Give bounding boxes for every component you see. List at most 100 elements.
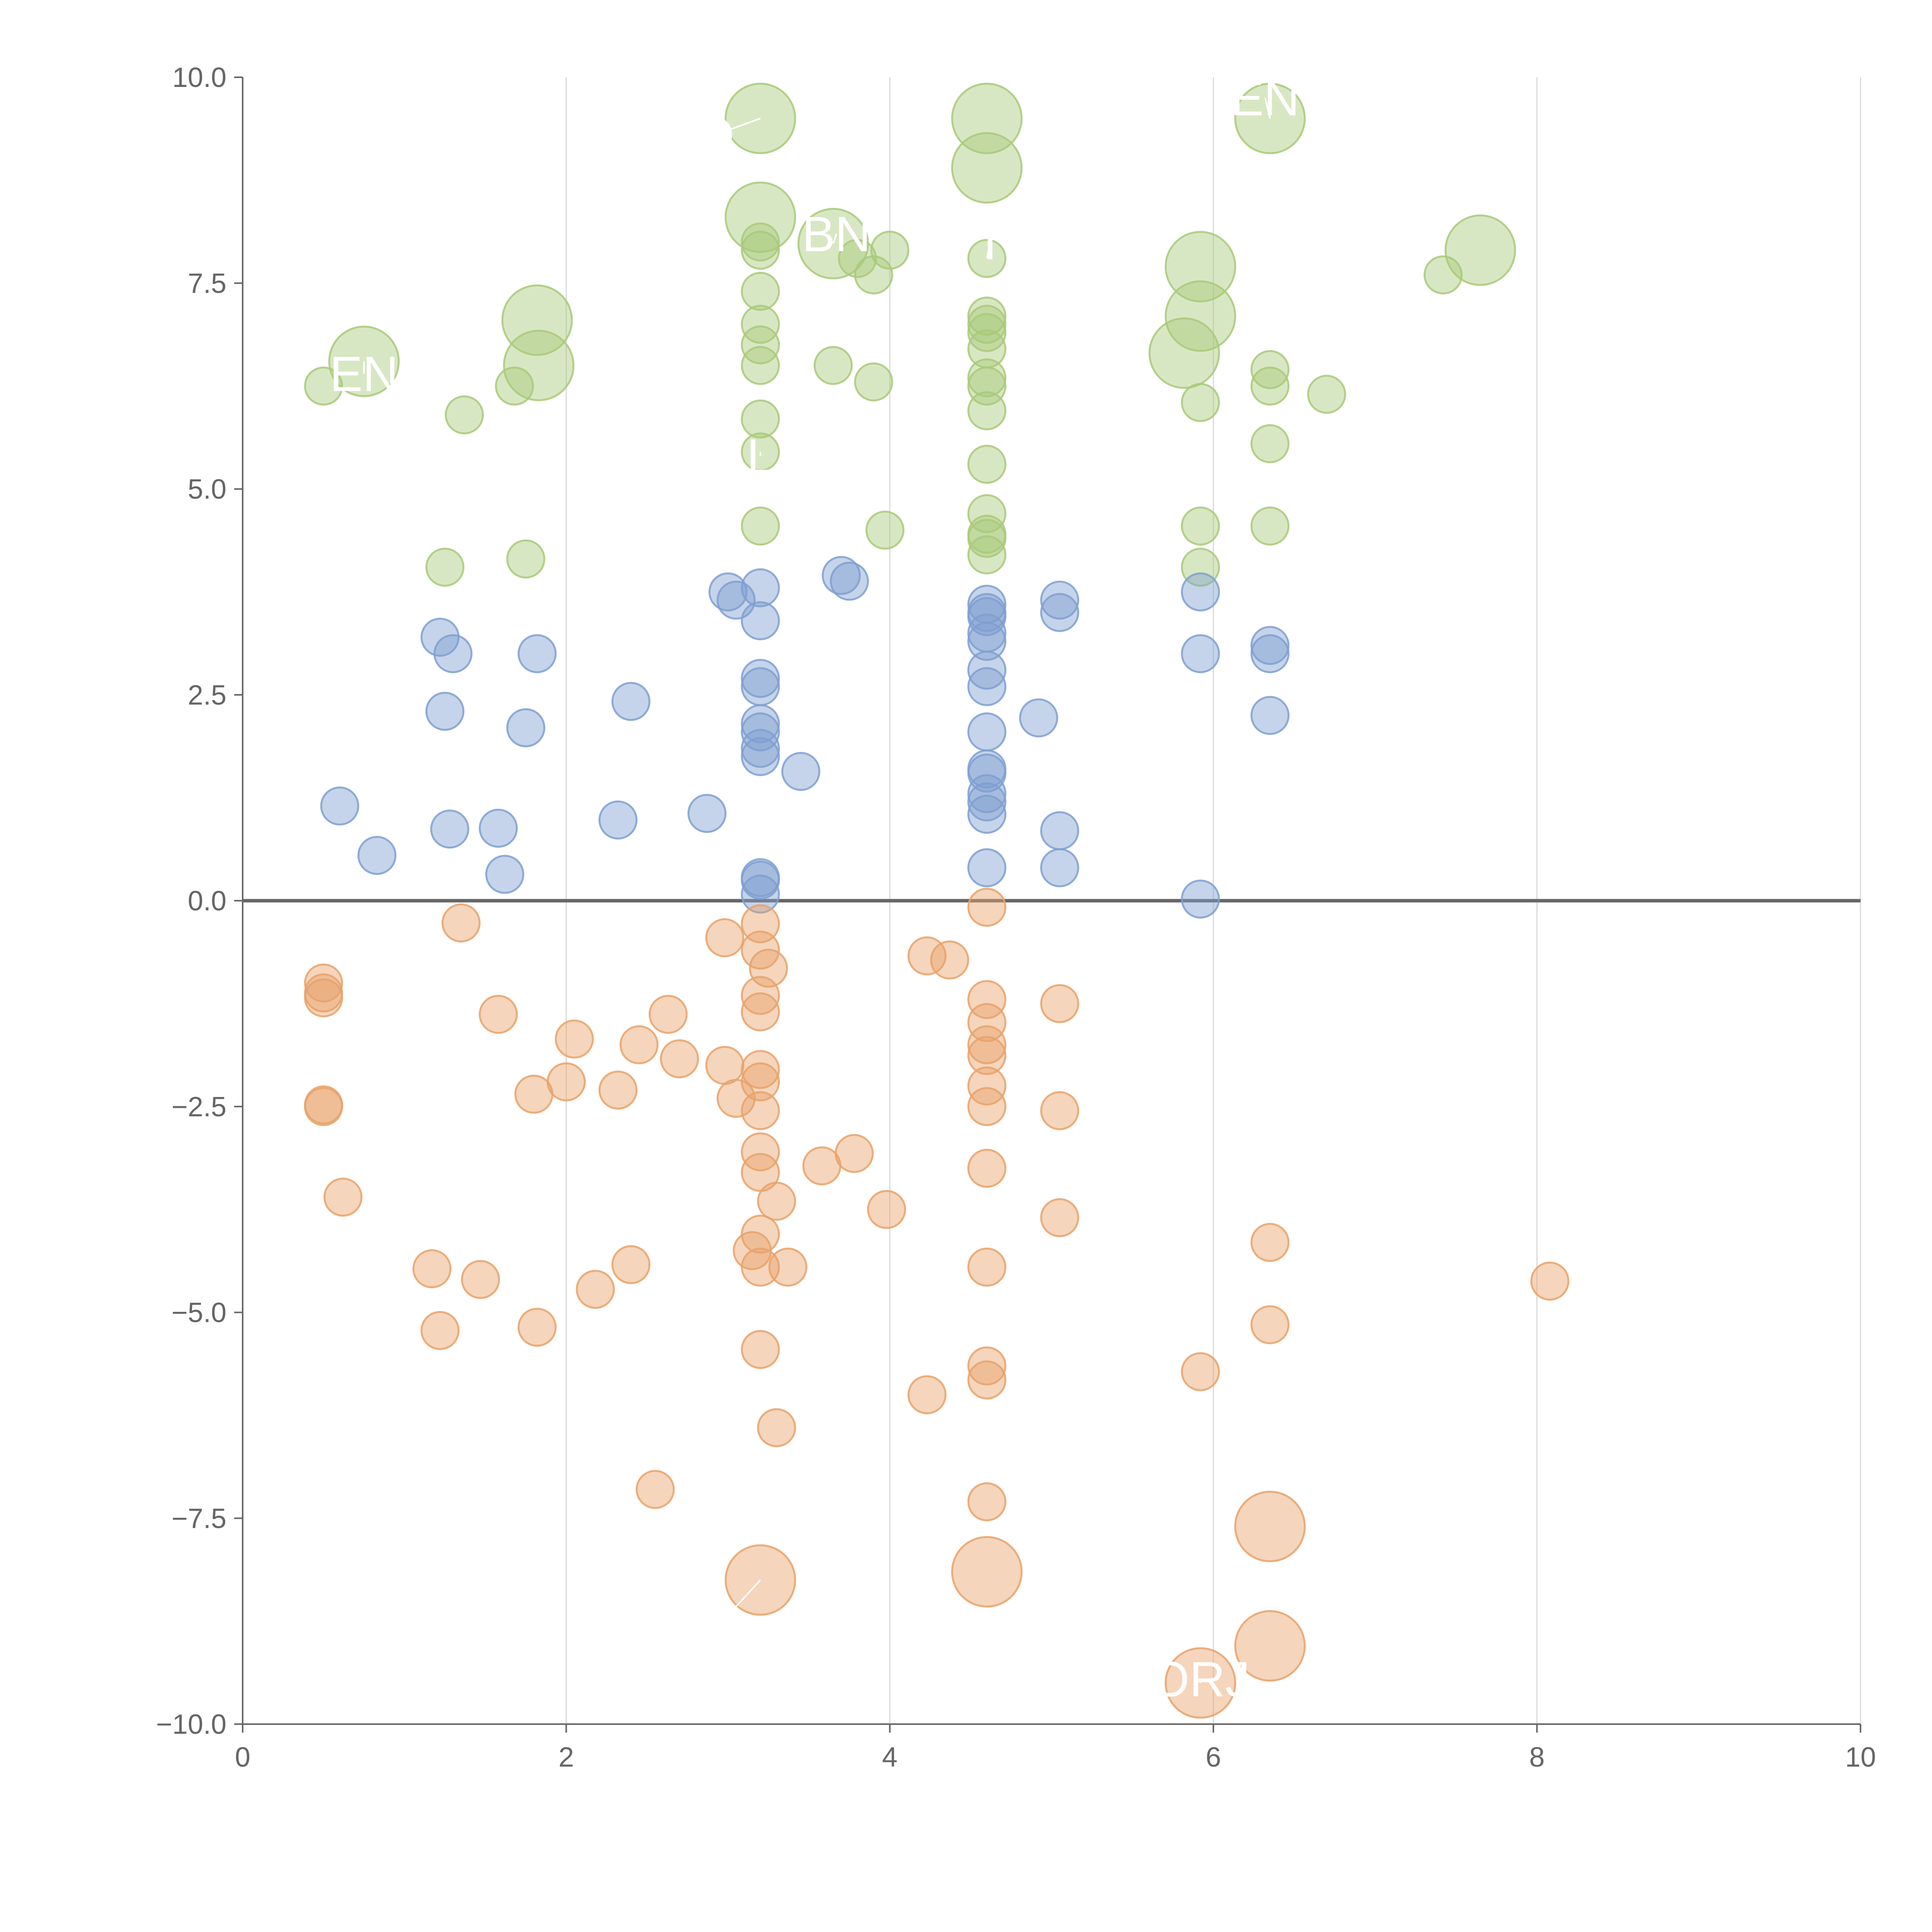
data-point-positive-high xyxy=(854,362,893,401)
data-point-positive-high xyxy=(967,535,1007,575)
x-tick-label: 10 xyxy=(1845,1742,1876,1773)
data-point-positive-high xyxy=(741,272,780,311)
data-point-negative xyxy=(967,1087,1007,1126)
data-point-positive-high xyxy=(838,239,877,278)
data-point-positive-high xyxy=(967,358,1007,398)
data-point-positive-high xyxy=(854,255,893,294)
data-point-negative xyxy=(1530,1262,1570,1301)
data-point-positive-low xyxy=(430,810,469,849)
data-point-positive-high xyxy=(741,399,780,439)
data-point-positive-high xyxy=(506,539,546,579)
data-point-positive-high xyxy=(445,395,484,435)
data-point-positive-low xyxy=(485,855,524,894)
data-point-positive-high xyxy=(967,445,1007,484)
data-point-positive-low xyxy=(967,667,1007,706)
x-tick-label: 2 xyxy=(558,1742,574,1773)
data-point-positive-low xyxy=(1181,572,1220,612)
data-point-positive-low xyxy=(967,650,1007,690)
data-point-positive-high xyxy=(425,548,464,587)
data-point-negative xyxy=(705,918,745,957)
data-point-negative xyxy=(1234,1610,1306,1682)
annotation-label: L xyxy=(747,429,774,484)
data-point-positive-low xyxy=(1250,696,1290,735)
data-point-positive-high xyxy=(813,346,853,385)
data-point-positive-low xyxy=(420,617,460,657)
data-point-positive-low xyxy=(611,682,651,721)
data-point-negative xyxy=(741,1062,780,1102)
y-tick-label: 5.0 xyxy=(188,474,226,505)
data-point-negative xyxy=(967,1149,1007,1188)
data-point-negative xyxy=(757,1408,796,1447)
data-point-positive-low xyxy=(741,729,780,768)
data-point-negative xyxy=(967,888,1007,927)
data-point-negative xyxy=(648,995,688,1034)
data-point-negative xyxy=(741,976,780,1015)
data-point-negative xyxy=(741,1132,780,1172)
point-annotations: O EN BN T EN L O ORJ xyxy=(330,71,1299,1707)
data-point-positive-low xyxy=(741,874,780,914)
data-point-positive-low xyxy=(830,561,869,601)
y-tick-label: 10.0 xyxy=(172,62,226,93)
data-point-positive-high xyxy=(1444,214,1516,286)
data-point-positive-high xyxy=(503,330,575,401)
data-point-positive-high xyxy=(741,222,780,262)
data-point-positive-high xyxy=(1250,350,1290,389)
data-point-negative xyxy=(1040,984,1079,1023)
data-point-negative xyxy=(479,995,518,1034)
annotation-label: BN xyxy=(802,207,871,262)
data-point-negative xyxy=(1250,1223,1290,1262)
data-point-positive-low xyxy=(741,667,780,706)
data-point-positive-high xyxy=(304,366,343,406)
data-point-positive-high xyxy=(1181,383,1220,422)
data-point-negative xyxy=(741,1247,780,1287)
axes: 0 2 4 6 8 10 10.0 7.5 5.0 2.5 0.0 −2.5 −5.0 −7.5 −10.0 xyxy=(156,62,1876,1773)
data-point-positive-low xyxy=(1250,626,1290,665)
x-tick-label: 6 xyxy=(1206,1742,1221,1773)
data-point-positive-low xyxy=(708,572,748,612)
data-point-positive-high xyxy=(1165,280,1236,352)
data-point-positive-low xyxy=(741,737,780,776)
data-point-negative xyxy=(967,1482,1007,1522)
data-point-positive-high xyxy=(967,519,1007,558)
data-point-negative xyxy=(967,1247,1007,1287)
annotation-label: T xyxy=(975,215,1005,270)
data-point-negative xyxy=(741,1050,780,1089)
data-point-negative xyxy=(323,1177,363,1217)
x-tick-label: 0 xyxy=(235,1742,250,1773)
data-point-negative xyxy=(304,1087,343,1126)
data-point-negative xyxy=(1181,1352,1220,1391)
data-point-negative xyxy=(598,1070,638,1110)
data-point-negative xyxy=(951,1536,1023,1608)
data-point-negative xyxy=(967,1003,1007,1042)
data-point-positive-low xyxy=(1040,593,1079,632)
data-point-positive-low xyxy=(967,712,1007,752)
data-points xyxy=(304,83,1570,1719)
data-point-positive-high xyxy=(741,506,780,546)
data-point-positive-low xyxy=(433,634,473,673)
data-point-positive-low xyxy=(1181,634,1220,673)
data-point-positive-high xyxy=(741,304,780,344)
annotation-label: O xyxy=(696,108,735,163)
data-point-negative xyxy=(461,1260,500,1299)
data-point-negative xyxy=(619,1025,659,1065)
data-point-negative xyxy=(741,1091,780,1130)
data-point-negative xyxy=(930,940,969,980)
data-point-positive-low xyxy=(479,808,518,848)
data-point-positive-high xyxy=(741,231,780,270)
y-tick-label: 7.5 xyxy=(188,268,226,299)
data-point-negative xyxy=(1040,1091,1079,1130)
y-tick-label: 0.0 xyxy=(188,886,226,917)
data-point-positive-high xyxy=(967,391,1007,430)
data-point-positive-high xyxy=(870,231,910,270)
data-point-negative xyxy=(705,1046,745,1085)
data-point-positive-low xyxy=(967,848,1007,888)
data-point-negative xyxy=(967,1066,1007,1105)
annotation-label: EN xyxy=(330,347,398,402)
data-point-positive-high xyxy=(1423,255,1463,294)
annotation-leader xyxy=(1264,97,1271,119)
y-tick-label: −7.5 xyxy=(172,1503,226,1534)
data-point-positive-low xyxy=(741,568,780,607)
data-point-negative xyxy=(967,980,1007,1019)
data-point-negative xyxy=(412,1249,452,1289)
